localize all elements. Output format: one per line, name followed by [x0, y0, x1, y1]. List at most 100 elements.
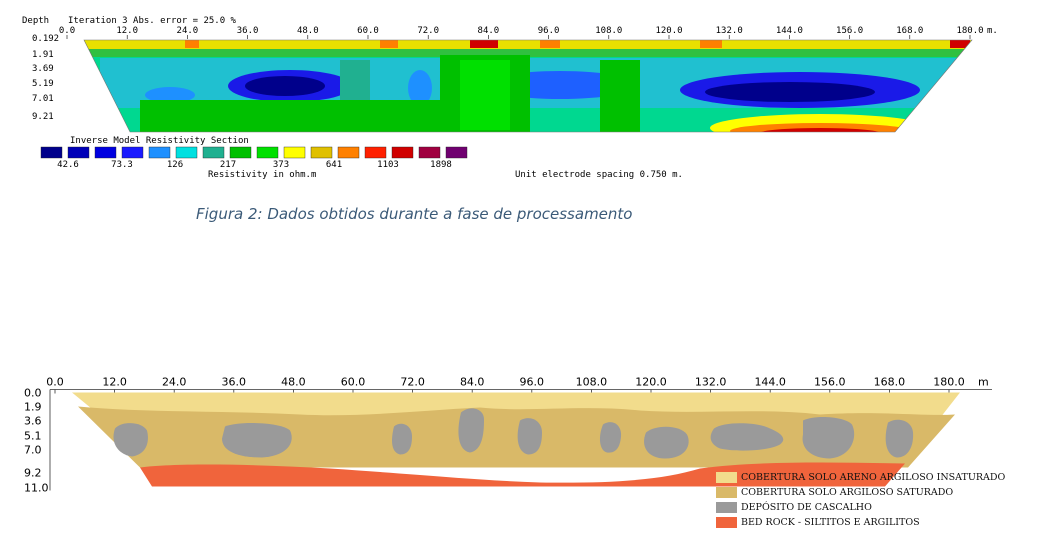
color-scale-swatch [445, 146, 468, 159]
bottom-depth-tick-label: 11.0 [24, 482, 49, 495]
geological-section-figure: m 0.0 12.0 24.0 36.0 48.0 60.0 72.0 84.0 96.0 108… [24, 376, 992, 495]
color-scale-value: 1898 [430, 160, 452, 170]
color-scale-value: 1103 [377, 160, 399, 170]
color-scale-swatch [229, 146, 252, 159]
color-scale-value: 217 [220, 160, 236, 170]
geology-legend: COBERTURA SOLO ARENO ARGILOSO INSATURADO… [716, 470, 1005, 530]
resistivity-section [84, 40, 972, 132]
bottom-x-tick-label: 108.0 [576, 376, 608, 389]
bottom-x-tick-label: 120.0 [635, 376, 667, 389]
bottom-depth-tick-label: 9.2 [24, 467, 42, 480]
resistivity-label: Resistivity in ohm.m [208, 170, 316, 180]
geology-legend-item: COBERTURA SOLO ARGILOSO SATURADO [716, 485, 1005, 500]
color-scale-swatch [310, 146, 333, 159]
color-scale-swatch [67, 146, 90, 159]
bottom-x-tick-label: 180.0 [933, 376, 965, 389]
color-scale-swatch [283, 146, 306, 159]
bottom-x-tick-label: 0.0 [46, 376, 64, 389]
geology-legend-label: DEPÓSITO DE CASCALHO [741, 502, 872, 513]
resistivity-section-figure: Depth Iteration 3 Abs. error = 25.0 % m.… [22, 16, 998, 180]
top-x-tick-label: 72.0 [417, 26, 439, 36]
bottom-depth-tick-label: 1.9 [24, 401, 42, 414]
color-scale-value: 73.3 [111, 160, 133, 170]
bottom-x-tick-label: 12.0 [102, 376, 127, 389]
bottom-depth-tick-label: 0.0 [24, 387, 42, 400]
layer-saturated-cover [78, 406, 955, 468]
figure-caption: Figura 2: Dados obtidos durante a fase d… [196, 205, 633, 223]
bottom-x-tick-label: 60.0 [341, 376, 366, 389]
bottom-units-label: m [978, 376, 989, 389]
geology-legend-swatch [716, 502, 737, 513]
top-x-tick-label: 24.0 [177, 26, 199, 36]
top-x-tick-label: 48.0 [297, 26, 319, 36]
top-x-tick-label: 108.0 [595, 26, 622, 36]
top-x-tick-label: 144.0 [776, 26, 803, 36]
top-units-label: m. [987, 26, 998, 36]
color-scale-value: 42.6 [57, 160, 79, 170]
color-scale-value: 373 [273, 160, 289, 170]
top-x-axis-ticks: 0.0 12.0 24.0 36.0 48.0 60.0 72.0 84.0 96.0 108.0… [59, 26, 984, 39]
gravel-deposits [113, 408, 914, 459]
bottom-x-tick-label: 72.0 [400, 376, 425, 389]
geology-legend-item: COBERTURA SOLO ARENO ARGILOSO INSATURADO [716, 470, 1005, 485]
color-scale-swatch [94, 146, 117, 159]
layer-bed-rock [140, 462, 905, 487]
color-scale-swatch [202, 146, 225, 159]
bottom-depth-tick-label: 7.0 [24, 444, 42, 457]
bottom-depth-tick-label: 5.1 [24, 430, 42, 443]
geology-legend-item: DEPÓSITO DE CASCALHO [716, 500, 1005, 515]
resistivity-color-scale: 42.6 73.3 126 217 373 641 1103 1898 [40, 146, 468, 170]
bottom-x-tick-label: 168.0 [874, 376, 906, 389]
color-scale-swatch [418, 146, 441, 159]
top-x-tick-label: 12.0 [116, 26, 138, 36]
geology-legend-item: BED ROCK - SILTITOS E ARGILITOS [716, 515, 1005, 530]
geology-legend-label: COBERTURA SOLO ARENO ARGILOSO INSATURADO [741, 472, 1006, 483]
geology-legend-swatch [716, 472, 737, 483]
color-scale-swatch [40, 146, 63, 159]
geology-legend-swatch [716, 517, 737, 528]
top-x-tick-label: 168.0 [896, 26, 923, 36]
top-depth-tick-label: 1.91 [32, 50, 54, 60]
color-scale-swatch [148, 146, 171, 159]
bottom-x-tick-label: 132.0 [695, 376, 727, 389]
bottom-x-tick-label: 144.0 [754, 376, 786, 389]
color-scale-swatch [391, 146, 414, 159]
top-x-tick-label: 96.0 [538, 26, 560, 36]
depth-label: Depth [22, 16, 49, 26]
color-scale-value: 126 [167, 160, 183, 170]
bottom-depth-axis-ticks: 0.01.93.6 5.17.0 9.2 11.0 [24, 387, 49, 495]
top-x-tick-label: 180.0 [956, 26, 983, 36]
bottom-x-tick-label: 96.0 [520, 376, 545, 389]
bottom-x-tick-label: 36.0 [222, 376, 247, 389]
color-scale-swatch [364, 146, 387, 159]
color-scale-swatch [337, 146, 360, 159]
bottom-x-tick-label: 24.0 [162, 376, 187, 389]
layer-unsaturated-cover [72, 392, 960, 416]
top-depth-tick-label: 5.19 [32, 79, 54, 89]
bottom-x-axis-ticks: 0.0 12.0 24.0 36.0 48.0 60.0 72.0 84.0 96.0 108.0… [46, 376, 965, 394]
geology-legend-label: COBERTURA SOLO ARGILOSO SATURADO [741, 487, 954, 498]
top-depth-tick-label: 0.192 [32, 34, 59, 44]
color-scale-swatch [175, 146, 198, 159]
color-scale-value: 641 [326, 160, 342, 170]
geology-legend-label: BED ROCK - SILTITOS E ARGILITOS [741, 517, 920, 528]
bottom-x-tick-label: 84.0 [460, 376, 485, 389]
top-x-tick-label: 0.0 [59, 26, 75, 36]
bottom-depth-tick-label: 3.6 [24, 415, 42, 428]
bottom-x-tick-label: 48.0 [281, 376, 306, 389]
top-depth-axis-ticks: 0.192 1.91 3.69 5.19 7.01 9.21 [32, 34, 59, 122]
color-scale-swatch [121, 146, 144, 159]
top-depth-tick-label: 3.69 [32, 64, 54, 74]
top-x-tick-label: 132.0 [716, 26, 743, 36]
iteration-text: Iteration 3 Abs. error = 25.0 % [68, 16, 237, 26]
top-depth-tick-label: 9.21 [32, 112, 54, 122]
top-x-tick-label: 156.0 [836, 26, 863, 36]
top-x-tick-label: 36.0 [237, 26, 259, 36]
electrode-spacing: Unit electrode spacing 0.750 m. [515, 170, 683, 180]
geology-legend-swatch [716, 487, 737, 498]
top-depth-tick-label: 7.01 [32, 94, 54, 104]
top-x-tick-label: 120.0 [655, 26, 682, 36]
top-x-tick-label: 60.0 [357, 26, 379, 36]
color-scale-swatch [256, 146, 279, 159]
bottom-x-tick-label: 156.0 [814, 376, 846, 389]
